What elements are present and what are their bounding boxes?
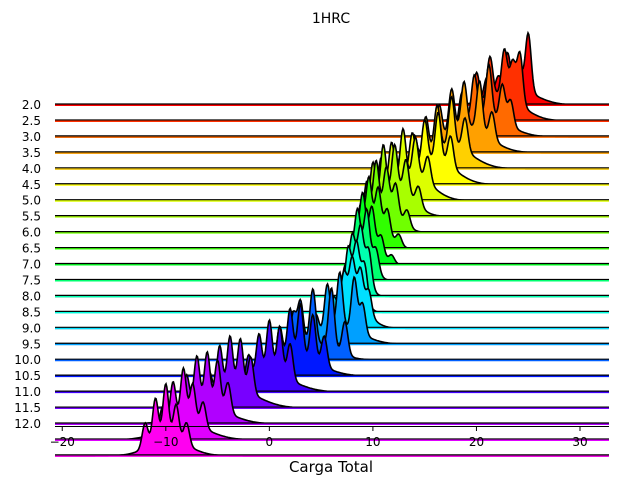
ridge-outline — [55, 382, 609, 457]
x-tick-label: −10 — [153, 435, 178, 449]
ridge-5.5 — [55, 142, 609, 218]
ridge-3.5 — [55, 79, 609, 154]
ridge-2.5 — [55, 47, 609, 122]
ridge-fill — [55, 80, 609, 153]
y-tick-label: 7.0 — [22, 258, 41, 272]
ridge-fill — [55, 224, 609, 297]
y-tick-label: 11.5 — [14, 401, 41, 415]
x-axis: −20 −10 0 10 20 30 — [50, 426, 609, 449]
y-tick-label: 3.0 — [22, 130, 41, 144]
ridge-fill — [55, 144, 609, 217]
y-tick-label: 9.5 — [22, 337, 41, 351]
ridge-extra-22 — [55, 382, 609, 457]
y-tick-label: 9.0 — [22, 321, 41, 335]
y-tick-label: 2.5 — [22, 114, 41, 128]
ridge-extra-21 — [55, 365, 609, 441]
y-tick-label: 4.5 — [22, 178, 41, 192]
y-tick-label: 7.5 — [22, 273, 41, 287]
x-tick-label: 30 — [572, 435, 587, 449]
y-tick-label: 2.0 — [22, 98, 41, 112]
y-tick-label: 12.0 — [14, 417, 41, 431]
ridge-3.0 — [55, 63, 609, 138]
y-tick-label: 8.0 — [22, 289, 41, 303]
ridge-fill — [55, 352, 609, 424]
y-tick-labels: 2.0 2.5 3.0 3.5 4.0 4.5 5.0 5.5 6.0 6.5 7.07.5 8.0 8… — [14, 98, 41, 431]
y-tick-label: 6.0 — [22, 226, 41, 240]
ridge-4.5 — [55, 111, 609, 186]
x-axis-label: Carga Total — [289, 458, 373, 476]
ridge-fill — [55, 112, 609, 185]
ridge-10.5 — [55, 302, 609, 378]
ridge-fill — [55, 383, 609, 456]
y-tick-label: 5.0 — [22, 194, 41, 208]
ridge-fill — [55, 176, 609, 249]
ridge-outline — [55, 350, 609, 425]
ridge-2.0 — [55, 30, 609, 106]
ridge-outline — [55, 206, 609, 282]
ridge-outline — [55, 174, 609, 250]
ridge-fill — [55, 160, 609, 233]
ridge-11.0 — [55, 318, 609, 394]
x-tick-label: 10 — [365, 435, 380, 449]
y-tick-label: 8.5 — [22, 305, 41, 319]
y-tick-label: 6.5 — [22, 242, 41, 256]
ridge-outline — [55, 111, 609, 186]
ridge-8.0 — [55, 222, 609, 298]
y-tick-label: 10.5 — [14, 369, 41, 383]
ridge-fill — [55, 128, 609, 201]
ridge-7.0 — [55, 191, 609, 266]
y-tick-label: 11.0 — [14, 385, 41, 399]
ridge-12.0 — [55, 350, 609, 425]
y-tick-label: 3.5 — [22, 146, 41, 160]
ridge-fill — [55, 192, 609, 265]
x-tick-label: −20 — [50, 435, 75, 449]
ridge-outline — [55, 159, 609, 234]
ridge-fill — [55, 64, 609, 137]
ridge-10.0 — [55, 286, 609, 362]
ridge-fill — [55, 288, 609, 361]
ridge-5.0 — [55, 126, 609, 202]
ridge-7.5 — [55, 206, 609, 282]
ridge-6.0 — [55, 159, 609, 234]
x-tick-label: 20 — [469, 435, 484, 449]
chart-title: 1HRC — [312, 11, 350, 27]
ridge-outline — [55, 191, 609, 266]
y-tick-label: 5.5 — [22, 210, 41, 224]
ridge-6.5 — [55, 174, 609, 250]
y-tick-label: 4.0 — [22, 162, 41, 176]
x-tick-label: 0 — [266, 435, 274, 449]
ridge-4.0 — [55, 95, 609, 170]
ridge-outline — [55, 222, 609, 298]
ridge-11.5 — [55, 334, 609, 410]
ridge-fill — [55, 208, 609, 281]
ridge-outline — [55, 365, 609, 441]
ridge-outline — [55, 142, 609, 218]
ridge-outline — [55, 126, 609, 202]
ridge-fill — [55, 367, 609, 440]
ridges-group — [55, 30, 609, 457]
y-tick-label: 10.0 — [14, 353, 41, 367]
